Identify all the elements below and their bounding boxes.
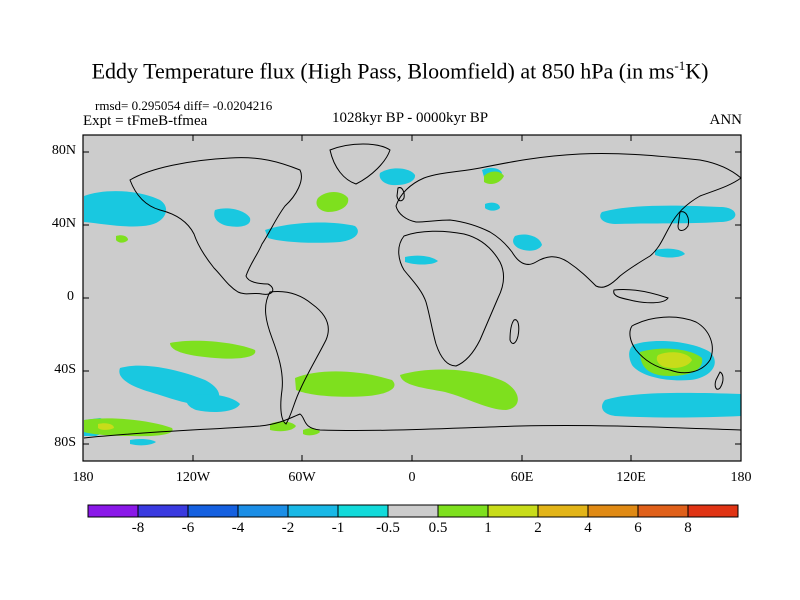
- colorbar: [87, 504, 739, 518]
- anomaly-patch: [484, 171, 504, 184]
- colorbar-box: [237, 504, 289, 518]
- lon-label-60w: 60W: [288, 470, 316, 485]
- positive-anomaly-patches: [84, 171, 703, 437]
- colorbar-label: -6: [181, 520, 195, 536]
- anomaly-patch: [602, 392, 741, 418]
- coastline-new-zealand: [714, 371, 724, 390]
- coastline-greenland: [329, 143, 391, 185]
- lat-label-40s: 40S: [54, 362, 76, 377]
- colorbar-label: -0.5: [376, 520, 400, 536]
- rmsd-diff-stats: rmsd= 0.295054 diff= -0.0204216: [95, 98, 273, 113]
- anomaly-patch: [303, 428, 320, 436]
- lon-label-180w: 180: [72, 470, 94, 485]
- lon-label-120w: 120W: [175, 470, 211, 485]
- colorbar-box: [637, 504, 689, 518]
- lon-label-120e: 120E: [616, 470, 646, 485]
- colorbar-label: 2: [534, 520, 542, 536]
- anomaly-patch: [98, 423, 114, 430]
- season-label: ANN: [709, 112, 743, 128]
- colorbar-box: [287, 504, 339, 518]
- colorbar-label: 1: [484, 520, 492, 536]
- anomaly-patch: [270, 421, 296, 432]
- experiment-label: Expt = tFmeB-tfmea: [83, 113, 208, 129]
- colorbar-label: 8: [684, 520, 692, 536]
- colorbar-box: [437, 504, 489, 518]
- anomaly-patch: [130, 438, 156, 446]
- coastline-australia: [629, 316, 713, 374]
- colorbar-box: [137, 504, 189, 518]
- coastlines: [83, 143, 742, 439]
- colorbar-box: [387, 504, 439, 518]
- anomaly-patch: [84, 191, 167, 227]
- coastline-south-america: [265, 291, 329, 425]
- colorbar-box: [687, 504, 739, 518]
- colorbar-box: [487, 504, 539, 518]
- anomaly-patch: [513, 234, 542, 251]
- colorbar-label: -2: [281, 520, 295, 536]
- anomaly-patch: [656, 352, 692, 368]
- colorbar-label: -4: [231, 520, 245, 536]
- latitude-ticks: [83, 151, 741, 445]
- coastline-north-america: [129, 157, 302, 295]
- anomaly-patch: [265, 222, 358, 243]
- anomaly-patch: [295, 371, 395, 397]
- lon-label-180e: 180: [730, 470, 752, 485]
- colorbar-label: 6: [634, 520, 642, 536]
- colorbar-box: [187, 504, 239, 518]
- coastline-uk: [396, 187, 405, 202]
- anomaly-patch: [400, 369, 518, 410]
- anomaly-patch: [655, 248, 685, 258]
- lat-label-0: 0: [67, 289, 74, 304]
- lat-label-40n: 40N: [51, 216, 76, 231]
- longitude-ticks: [82, 135, 632, 461]
- colorbar-box: [87, 504, 139, 518]
- coastline-eurasia: [395, 152, 742, 288]
- coastline-madagascar: [509, 319, 520, 344]
- anomaly-patch: [405, 255, 438, 265]
- anomaly-patch: [485, 202, 500, 211]
- anomaly-patch: [600, 205, 736, 224]
- anomaly-patch: [316, 192, 349, 212]
- colorbar-box: [537, 504, 589, 518]
- period-label: 1028kyr BP - 0000kyr BP: [331, 110, 489, 126]
- coastline-indonesia: [613, 289, 669, 304]
- coastline-antarctica: [83, 413, 742, 439]
- colorbar-label: 0.5: [428, 520, 448, 536]
- chart-title: Eddy Temperature flux (High Pass, Bloomf…: [91, 58, 709, 84]
- colorbar-label: 4: [584, 520, 592, 536]
- colorbar-box: [587, 504, 639, 518]
- lon-label-0: 0: [408, 470, 416, 485]
- lon-label-60e: 60E: [510, 470, 534, 485]
- anomaly-patch: [84, 418, 173, 437]
- coastline-japan: [677, 211, 689, 231]
- lat-label-80s: 80S: [54, 435, 76, 450]
- lat-label-80n: 80N: [51, 143, 76, 158]
- colorbar-box: [337, 504, 389, 518]
- anomaly-patch: [186, 394, 240, 412]
- colorbar-label: -1: [331, 520, 345, 536]
- colorbar-label: -8: [131, 520, 145, 536]
- anomaly-patch: [170, 340, 256, 359]
- anomaly-patch: [119, 365, 220, 406]
- anomaly-patch: [116, 235, 128, 243]
- coastline-africa: [398, 230, 505, 367]
- anomaly-patch: [214, 208, 251, 227]
- anomaly-patch: [379, 168, 416, 186]
